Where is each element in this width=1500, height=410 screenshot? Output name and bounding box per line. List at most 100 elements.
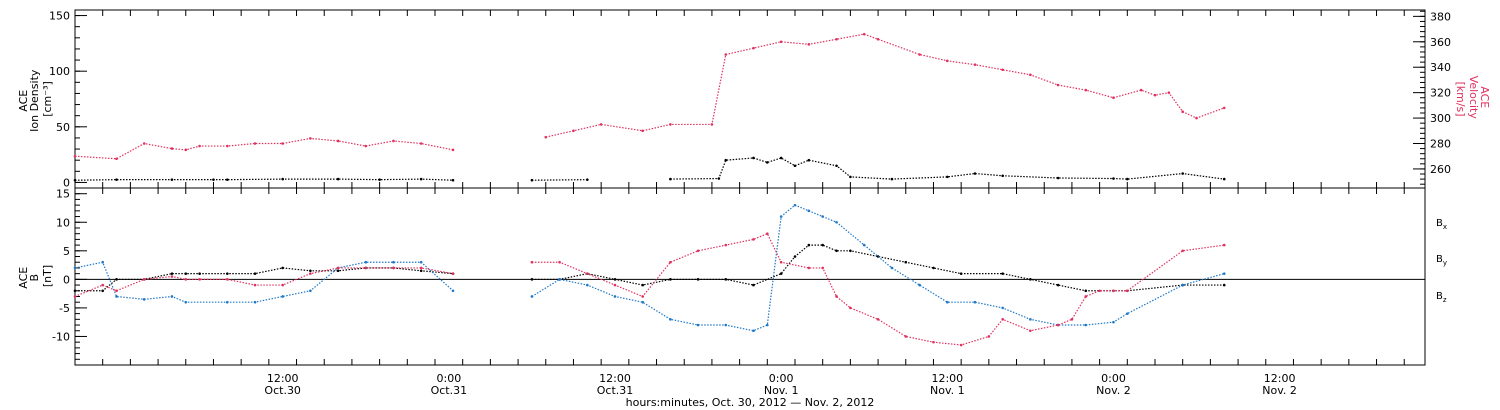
data-point (793, 164, 797, 168)
data-point (184, 300, 188, 304)
data-point (198, 278, 201, 281)
data-point (876, 37, 880, 41)
data-point (1126, 312, 1129, 315)
data-point (807, 43, 811, 46)
data-point (309, 269, 312, 273)
data-point (1029, 318, 1032, 321)
data-point (419, 177, 423, 181)
data-point (419, 260, 423, 264)
b-field-tick-label: 5 (63, 245, 70, 258)
velocity-axis-title: ACE Velocity [km/s] (1454, 76, 1491, 123)
data-point (1029, 329, 1032, 333)
data-point (170, 178, 174, 181)
data-point (1001, 306, 1004, 310)
data-point (821, 243, 824, 247)
data-point (890, 266, 894, 270)
density-tick-label: 0 (63, 176, 70, 189)
data-point (1098, 289, 1101, 293)
data-point (613, 278, 617, 281)
date-tick-label: Nov. 1 (930, 384, 965, 397)
bottom-trace (74, 204, 1225, 332)
data-point (101, 289, 104, 293)
data-point (1222, 283, 1226, 287)
top-trace (74, 33, 1225, 160)
data-point (821, 215, 824, 218)
b-axis-ticks: -10 -5 0 5 10 15 (52, 187, 87, 366)
data-point (835, 249, 838, 253)
data-point (1112, 96, 1115, 100)
data-point (1181, 249, 1184, 253)
data-point (1181, 283, 1184, 287)
data-point (821, 266, 824, 270)
data-point (717, 177, 721, 180)
data-point (1001, 174, 1004, 178)
bottom-series-Bz (73, 232, 1226, 347)
time-tick-label: 12:00 (931, 372, 963, 385)
date-tick-label: Nov. 1 (764, 384, 799, 397)
density-axis-title-line2: Ion Density (28, 69, 41, 132)
velocity-tick-label: 300 (1430, 112, 1451, 125)
data-point (1167, 91, 1171, 94)
data-point (959, 343, 963, 347)
data-point (530, 178, 534, 182)
data-point (766, 161, 769, 164)
data-point (807, 209, 811, 213)
b-field-tick-label: -10 (52, 330, 70, 343)
top-panel-frame (74, 9, 1426, 189)
data-point (451, 289, 455, 293)
data-point (835, 220, 838, 224)
data-point (599, 123, 603, 126)
data-point (142, 298, 146, 301)
data-point (1112, 177, 1115, 180)
data-point (849, 175, 852, 179)
time-tick-label: 12:00 (1264, 372, 1296, 385)
bottom-trace (75, 244, 1225, 292)
data-point (572, 129, 575, 133)
data-point (101, 283, 104, 287)
top-series-density (73, 156, 1226, 182)
data-point (226, 144, 229, 148)
data-point (170, 275, 174, 278)
data-point (724, 158, 728, 162)
data-point (876, 318, 880, 321)
density-axis-title-line1: ACE (17, 90, 30, 112)
b-axis-title: ACE B [nT] (17, 263, 54, 288)
time-tick-label: 12:00 (267, 372, 299, 385)
data-point (142, 278, 146, 281)
data-point (793, 203, 797, 207)
data-point (253, 142, 257, 145)
data-point (669, 318, 672, 321)
b-field-tick-label: 0 (63, 273, 70, 286)
data-point (1222, 106, 1226, 110)
data-point (641, 295, 644, 298)
top-series-velocity (73, 32, 1226, 161)
data-point (849, 306, 852, 310)
time-tick-label: 12:00 (599, 372, 631, 385)
data-point (1056, 83, 1060, 87)
b-field-tick-label: 10 (56, 216, 70, 229)
data-point (779, 272, 783, 275)
data-point (1084, 295, 1088, 298)
data-point (364, 144, 368, 148)
data-point (226, 178, 229, 181)
data-point (309, 272, 312, 275)
data-point (641, 129, 644, 133)
data-point (1001, 272, 1004, 275)
time-tick-label: 0:00 (1101, 372, 1126, 385)
data-point (807, 243, 811, 247)
data-point (1084, 88, 1088, 92)
density-tick-label: 100 (49, 65, 70, 78)
series-layer (73, 32, 1226, 347)
data-point (973, 300, 977, 304)
data-point (862, 243, 866, 247)
b-axis-title-line3: [nT] (41, 265, 54, 287)
data-point (115, 157, 118, 161)
data-point (946, 175, 949, 179)
data-point (696, 323, 700, 327)
data-point (669, 177, 672, 181)
data-point (793, 255, 797, 258)
data-point (849, 249, 852, 253)
data-point (451, 178, 455, 182)
data-point (724, 278, 728, 281)
